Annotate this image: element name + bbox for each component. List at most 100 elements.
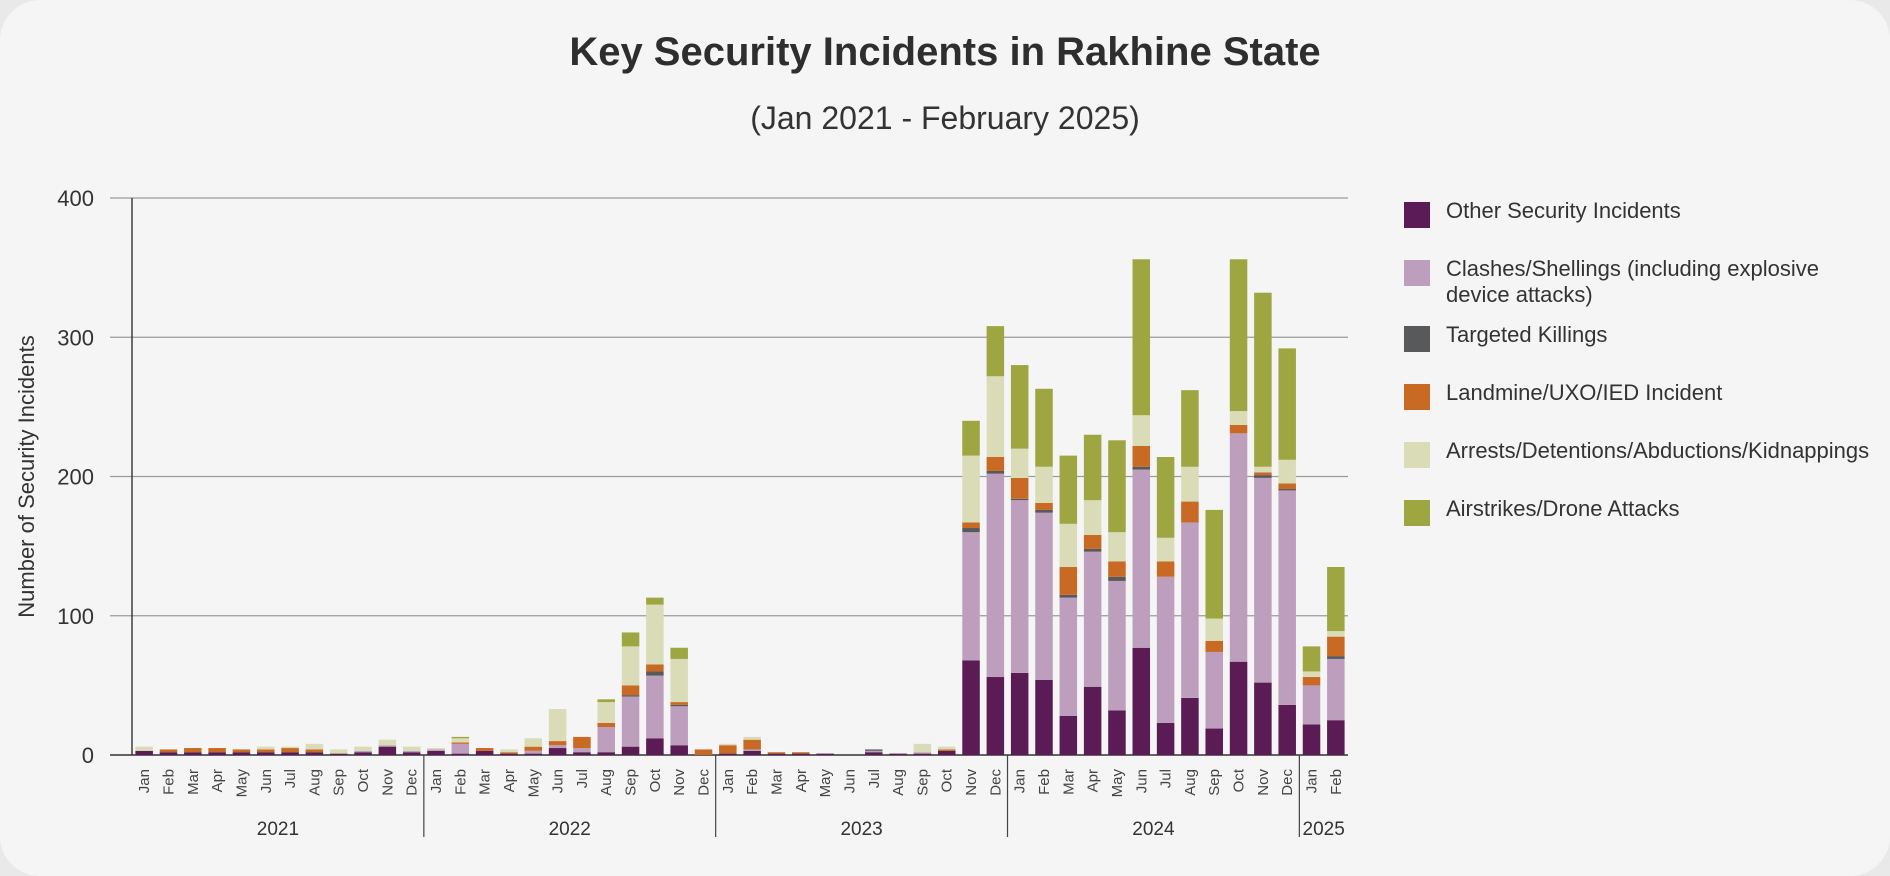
bar-segment [427,750,445,755]
x-tick-label: Dec [1279,769,1296,796]
x-tick-label: Mar [477,769,494,795]
bar-segment [646,664,664,672]
chart-title: Key Security Incidents in Rakhine State [569,30,1321,74]
bar-segment [184,748,202,753]
legend-label: Airstrikes/Drone Attacks [1446,496,1680,521]
bar-segment [1327,567,1345,632]
bar-segment [451,742,470,744]
bar-segment [597,727,615,753]
bar-segment [1302,646,1321,672]
bar-segment [1181,466,1199,502]
bar-segment [937,746,956,750]
bar-segment [1132,469,1151,648]
bar-segment [1083,434,1102,501]
bar-segment [305,752,324,755]
bar-segment [1205,509,1223,619]
bar-segment [865,749,883,751]
bar-segment [1254,292,1272,467]
bar-segment [1108,532,1126,562]
x-tick-label: May [1109,769,1126,798]
bar-segment [646,604,664,665]
x-tick-label: Oct [939,768,956,792]
bar-segment [597,699,615,703]
x-tick-label: Dec [987,769,1004,796]
bar-segment [1010,448,1029,478]
x-tick-label: Mar [185,769,202,795]
x-tick-label: Nov [379,769,396,796]
x-tick-label: Aug [1182,769,1199,796]
bar-segment [670,706,688,746]
bar-segment [719,753,737,755]
bar-segment [159,752,178,755]
bar-segment [427,749,445,751]
bar-segment [1229,259,1248,412]
bar-segment [962,455,980,523]
chart-subtitle: (Jan 2021 - February 2025) [750,100,1140,136]
bar-segment [1010,477,1029,499]
bar-segment [743,750,761,755]
bar-segment [402,750,421,753]
bar-segment [913,743,932,753]
bar-segment [1205,618,1223,641]
bar-segment [1010,498,1029,501]
bar-segment [281,746,299,749]
bar-segment [548,745,567,749]
bar-segment [378,745,397,747]
bar-segment [1181,390,1199,467]
bar-segment [329,753,348,755]
bar-segment [475,750,494,755]
bar-segment [427,748,445,750]
bar-segment [451,743,470,754]
x-tick-label: Jul [574,769,591,788]
bar-segment [573,752,591,755]
bar-segment [1181,522,1199,698]
bar-segment [1156,722,1175,755]
legend-swatch [1404,326,1430,352]
bar-segment [1059,455,1078,524]
bar-segment [1302,685,1321,725]
bar-segment [281,752,299,755]
x-tick-label: Sep [331,769,348,796]
bar-segment [1205,651,1223,729]
bar-segment [1108,580,1126,711]
bar-segment [500,753,518,755]
bar-segment [1035,502,1053,510]
bar-segment [986,473,1005,678]
bar-segment [402,746,421,751]
bar-segment [1327,636,1345,657]
x-tick-label: Dec [696,769,713,796]
bar-segment [913,753,932,755]
x-tick-label: Feb [160,769,177,795]
bar-segment [986,470,1005,474]
legend-swatch [1404,260,1430,286]
bar-segment [1254,682,1272,755]
bar-segment [451,753,470,755]
bar-segment [1302,671,1321,678]
bar-segment [597,722,615,728]
bar-segment [208,752,226,755]
bar-segment [937,749,956,751]
bar-segment [451,738,470,743]
bar-segment [1059,567,1078,595]
bar-segment [257,746,275,750]
y-axis-title: Number of Security Incidents [14,335,39,617]
bar-segment [1302,724,1321,755]
bar-segment [135,746,153,751]
bar-segment [646,675,664,739]
bar-segment [670,704,688,707]
bar-segment [1035,512,1053,680]
x-tick-label: Oct [355,768,372,792]
bar-segment [1132,445,1151,467]
bar-segment [1108,710,1126,755]
x-tick-label: Jan [136,769,153,793]
legend-swatch [1404,202,1430,228]
bar-segment [1278,348,1296,460]
bar-segment [597,702,615,723]
legend-item: Targeted Killings [1404,322,1884,352]
x-tick-label: Jan [1012,769,1029,793]
bar-segment [135,750,153,755]
bar-segment [548,748,567,755]
bar-segment [621,695,640,697]
